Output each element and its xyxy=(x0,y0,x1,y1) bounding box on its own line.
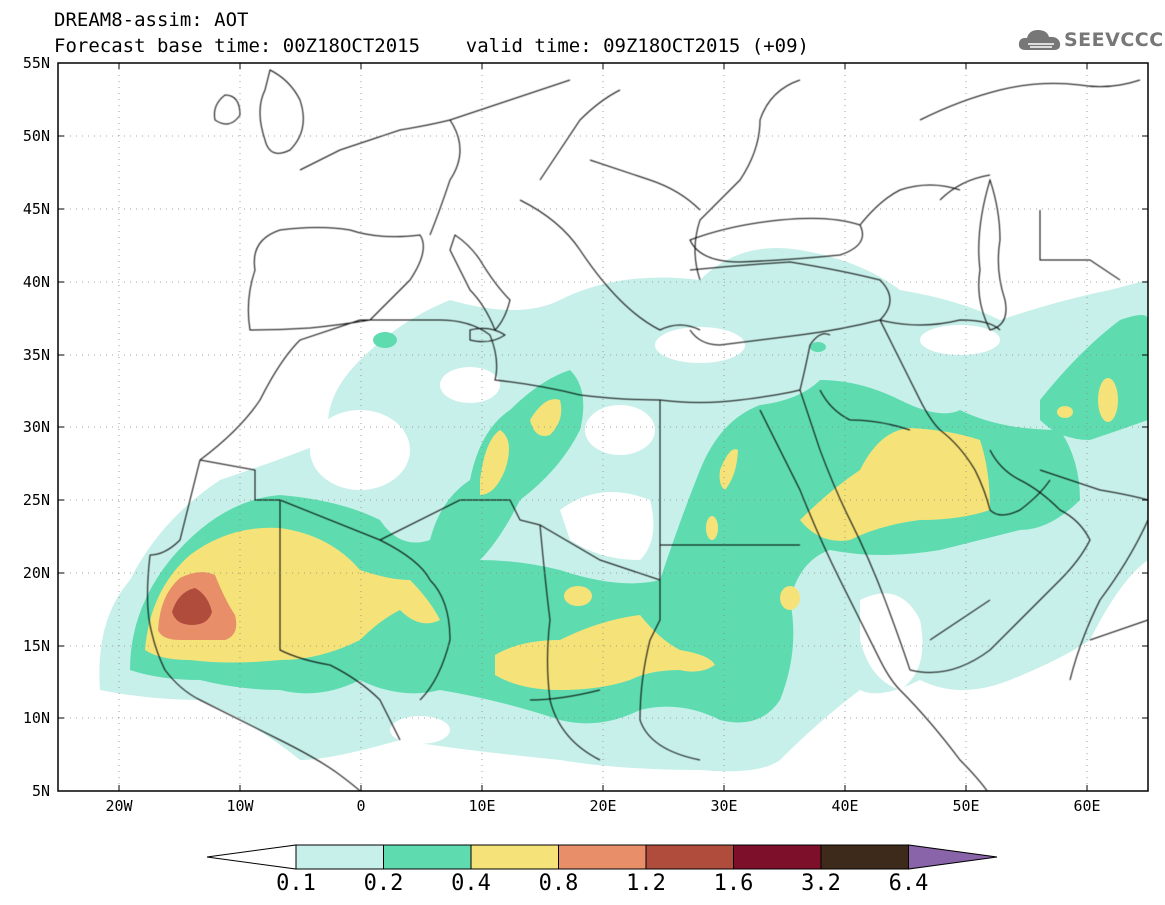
lat-label: 45N xyxy=(22,200,50,218)
colorbar-label: 0.8 xyxy=(538,871,579,896)
lat-label: 40N xyxy=(22,273,50,291)
lat-label: 50N xyxy=(22,127,50,145)
lat-label: 10N xyxy=(22,709,50,727)
lon-label: 10E xyxy=(468,797,496,815)
gridlines xyxy=(58,63,1148,791)
lat-label: 20N xyxy=(22,564,50,582)
lat-label: 55N xyxy=(22,54,50,72)
colorbar-label: 1.2 xyxy=(626,871,666,896)
seevccc-logo: SEEVCCC xyxy=(1016,24,1163,56)
lon-label: 10W xyxy=(226,797,254,815)
colorbar-label: 0.4 xyxy=(451,871,491,896)
axis-ticks xyxy=(58,62,1148,792)
lon-label: 0 xyxy=(356,797,366,815)
colorbar-label: 6.4 xyxy=(888,871,929,896)
colorbar-label: 0.2 xyxy=(363,871,404,896)
lon-label: 30E xyxy=(710,797,738,815)
colorbar-label: 3.2 xyxy=(801,871,841,896)
colorbar-label: 1.6 xyxy=(713,871,754,896)
lat-label: 15N xyxy=(22,637,50,655)
lon-label: 40E xyxy=(831,797,859,815)
lat-label: 5N xyxy=(31,782,50,800)
lat-label: 30N xyxy=(22,418,50,436)
coastlines-borders xyxy=(147,69,1148,791)
chart-title: DREAM8-assim: AOT xyxy=(54,9,249,31)
forecast-times: Forecast base time: 00Z18OCT2015 valid t… xyxy=(54,35,809,57)
logo-text: SEEVCCC xyxy=(1064,29,1164,51)
lon-label: 60E xyxy=(1073,797,1101,815)
aot-clear-patches xyxy=(310,325,1000,744)
lat-label: 35N xyxy=(22,346,50,364)
lon-label: 20W xyxy=(105,797,133,815)
lon-label: 50E xyxy=(952,797,980,815)
cloud-icon xyxy=(1018,30,1061,50)
lat-label: 25N xyxy=(22,491,50,509)
lon-label: 20E xyxy=(589,797,617,815)
aot-band-1.2-1.6 xyxy=(172,588,212,625)
colorbar-label: 0.1 xyxy=(276,871,316,896)
